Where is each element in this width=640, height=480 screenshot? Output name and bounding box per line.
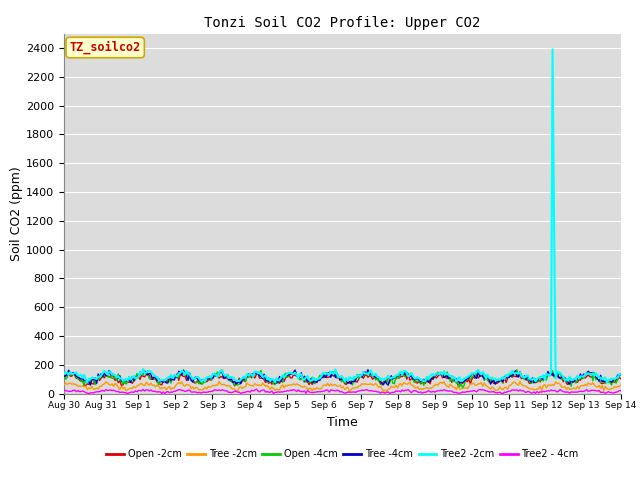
X-axis label: Time: Time (327, 416, 358, 429)
Legend: Open -2cm, Tree -2cm, Open -4cm, Tree -4cm, Tree2 -2cm, Tree2 - 4cm: Open -2cm, Tree -2cm, Open -4cm, Tree -4… (102, 445, 582, 463)
Y-axis label: Soil CO2 (ppm): Soil CO2 (ppm) (10, 166, 23, 261)
Text: TZ_soilco2: TZ_soilco2 (70, 41, 141, 54)
Title: Tonzi Soil CO2 Profile: Upper CO2: Tonzi Soil CO2 Profile: Upper CO2 (204, 16, 481, 30)
